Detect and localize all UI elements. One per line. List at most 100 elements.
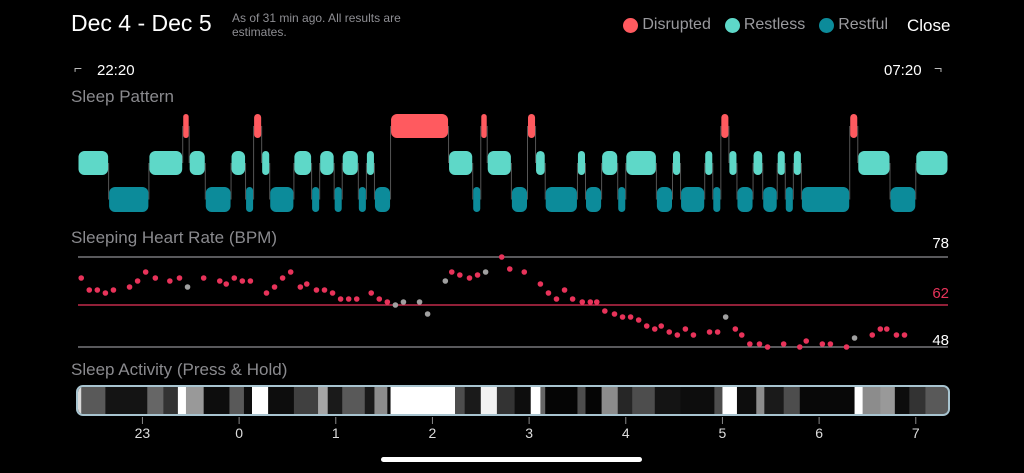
hr-point bbox=[722, 314, 729, 320]
hr-point bbox=[602, 308, 608, 314]
legend-label: Disrupted bbox=[642, 16, 711, 33]
hr-point bbox=[247, 278, 254, 284]
stage-segment-restless bbox=[729, 151, 737, 175]
heart-rate-heading: Sleeping Heart Rate (BPM) bbox=[71, 228, 277, 247]
stage-segment-disrupted bbox=[528, 114, 536, 138]
hour-tick-label: 5 bbox=[719, 425, 727, 441]
hr-point bbox=[747, 341, 753, 347]
stage-segment-restful bbox=[473, 187, 481, 212]
activity-band bbox=[105, 387, 148, 414]
hr-point bbox=[877, 326, 884, 332]
activity-band bbox=[601, 387, 619, 414]
hr-point bbox=[780, 341, 787, 347]
activity-band bbox=[714, 387, 723, 414]
hr-point bbox=[498, 254, 505, 260]
hour-tick-label: 0 bbox=[235, 425, 243, 441]
hr-point bbox=[587, 299, 594, 305]
hr-point bbox=[442, 278, 449, 284]
stage-segment-restless bbox=[793, 151, 801, 175]
stage-segment-restful bbox=[545, 187, 577, 212]
activity-band bbox=[545, 387, 578, 414]
stage-segment-restful bbox=[801, 187, 850, 212]
hour-tick-label: 3 bbox=[525, 425, 533, 441]
activity-band bbox=[925, 387, 948, 414]
activity-band bbox=[364, 387, 375, 414]
hr-point bbox=[239, 278, 246, 284]
hr-point bbox=[200, 275, 207, 281]
hr-point bbox=[384, 299, 391, 305]
hour-tick-label: 7 bbox=[912, 425, 920, 441]
hr-point bbox=[843, 344, 850, 350]
estimate-note: As of 31 min ago. All results are estima… bbox=[232, 11, 401, 39]
activity-band bbox=[854, 387, 864, 414]
hr-point bbox=[424, 311, 431, 317]
hr-point bbox=[337, 296, 344, 302]
hr-point bbox=[593, 299, 600, 305]
hr-point bbox=[764, 344, 771, 350]
legend-label: Restful bbox=[838, 16, 888, 33]
hr-point bbox=[619, 314, 626, 320]
legend-restful: Restful bbox=[819, 16, 888, 34]
hr-point bbox=[271, 284, 278, 290]
hr-point bbox=[521, 269, 528, 275]
hr-point bbox=[706, 329, 713, 335]
hr-point bbox=[297, 284, 304, 290]
hr-point bbox=[167, 278, 173, 284]
stage-segment-restful bbox=[312, 187, 320, 212]
hr-point bbox=[457, 272, 463, 278]
close-button[interactable]: Close bbox=[907, 16, 951, 35]
hr-point bbox=[869, 332, 876, 338]
activity-band bbox=[318, 387, 329, 414]
restful-dot-icon bbox=[819, 17, 835, 33]
activity-band bbox=[722, 387, 738, 414]
activity-band bbox=[177, 387, 187, 414]
hr-point bbox=[714, 329, 721, 335]
activity-band bbox=[387, 387, 392, 414]
activity-band bbox=[880, 387, 896, 414]
activity-band bbox=[81, 387, 106, 414]
hr-point bbox=[392, 302, 399, 308]
activity-band bbox=[390, 387, 456, 414]
activity-band bbox=[756, 387, 765, 414]
legend: Disrupted Restless Restful bbox=[623, 16, 888, 34]
activity-band bbox=[185, 387, 205, 414]
hour-tick-label: 6 bbox=[815, 425, 823, 441]
activity-band bbox=[480, 387, 498, 414]
hr-point bbox=[819, 341, 826, 347]
sleep-activity-chart[interactable]: 23 0 1 2 3 4 5 6 7 bbox=[76, 385, 950, 441]
legend-restless: Restless bbox=[724, 16, 805, 34]
activity-band bbox=[342, 387, 366, 414]
stage-segment-restful bbox=[763, 187, 777, 212]
stage-segment-restful bbox=[511, 187, 527, 212]
stage-segment-restful bbox=[618, 187, 626, 212]
hr-point bbox=[376, 296, 383, 302]
hr-point bbox=[176, 275, 183, 281]
hr-point bbox=[883, 326, 890, 332]
activity-band bbox=[632, 387, 656, 414]
activity-band bbox=[799, 387, 856, 414]
hr-point bbox=[416, 299, 423, 305]
stage-segment-restless bbox=[577, 151, 585, 175]
stage-segment-restless bbox=[149, 151, 183, 175]
hr-point bbox=[321, 287, 328, 293]
stage-segment-restful bbox=[586, 187, 602, 212]
activity-band bbox=[540, 387, 546, 414]
activity-band bbox=[293, 387, 319, 414]
home-indicator[interactable] bbox=[381, 457, 642, 462]
activity-band bbox=[464, 387, 482, 414]
hr-point bbox=[756, 341, 763, 347]
stage-segment-restless bbox=[602, 151, 618, 175]
hr-point bbox=[901, 332, 908, 338]
hr-point bbox=[561, 287, 568, 293]
hr-point bbox=[690, 332, 697, 338]
hr-avg-label: 62 bbox=[932, 285, 949, 302]
start-time: 22:20 bbox=[97, 62, 135, 79]
stage-segment-restless bbox=[262, 151, 270, 175]
activity-band bbox=[680, 387, 715, 414]
activity-band bbox=[736, 387, 757, 414]
hr-point bbox=[579, 299, 586, 305]
sleep-pattern-heading: Sleep Pattern bbox=[71, 87, 175, 106]
activity-bar-frame[interactable] bbox=[76, 385, 950, 416]
hr-point bbox=[738, 332, 745, 338]
